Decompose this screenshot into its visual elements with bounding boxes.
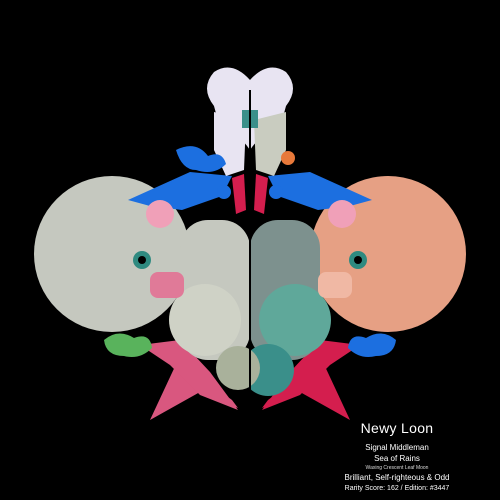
character-traits: Brilliant, Self-righteous & Odd — [344, 473, 450, 482]
left-pink-spike — [150, 360, 238, 420]
left-red-accent — [232, 174, 246, 214]
left-pupil — [138, 256, 146, 264]
right-blue-blob — [348, 333, 396, 357]
orange-accent — [281, 151, 295, 165]
left-blue-wing — [128, 172, 232, 210]
left-pink-bud — [146, 200, 174, 228]
character-role: Signal Middleman — [365, 443, 429, 452]
left-green-blob — [104, 333, 152, 357]
left-blue-dot — [217, 185, 231, 199]
central-left-disc — [169, 284, 241, 356]
right-pink-bud — [328, 200, 356, 228]
right-salmon-cheek — [318, 272, 352, 298]
right-red-accent — [254, 174, 268, 214]
right-crimson-spike — [262, 360, 350, 420]
moon-phase: Waxing Crescent Leaf Moon — [365, 465, 429, 471]
top-right-shard — [254, 112, 286, 176]
character-name: Newy Loon — [360, 420, 434, 436]
right-blue-dot — [269, 185, 283, 199]
central-right-disc — [259, 284, 331, 356]
left-blue-splash — [176, 146, 226, 172]
caption-block: Newy Loon Signal Middleman Sea of Rains … — [312, 420, 482, 494]
left-pink-cheek — [150, 272, 184, 298]
rarity-edition: Rarity Score: 162 / Edition: #3447 — [344, 485, 450, 492]
right-crimson-spike-2 — [262, 340, 360, 410]
lower-gray-disc — [216, 346, 260, 390]
character-location: Sea of Rains — [374, 454, 420, 463]
right-blue-wing — [268, 172, 372, 210]
right-pupil — [354, 256, 362, 264]
left-pink-spike-2 — [140, 340, 238, 410]
